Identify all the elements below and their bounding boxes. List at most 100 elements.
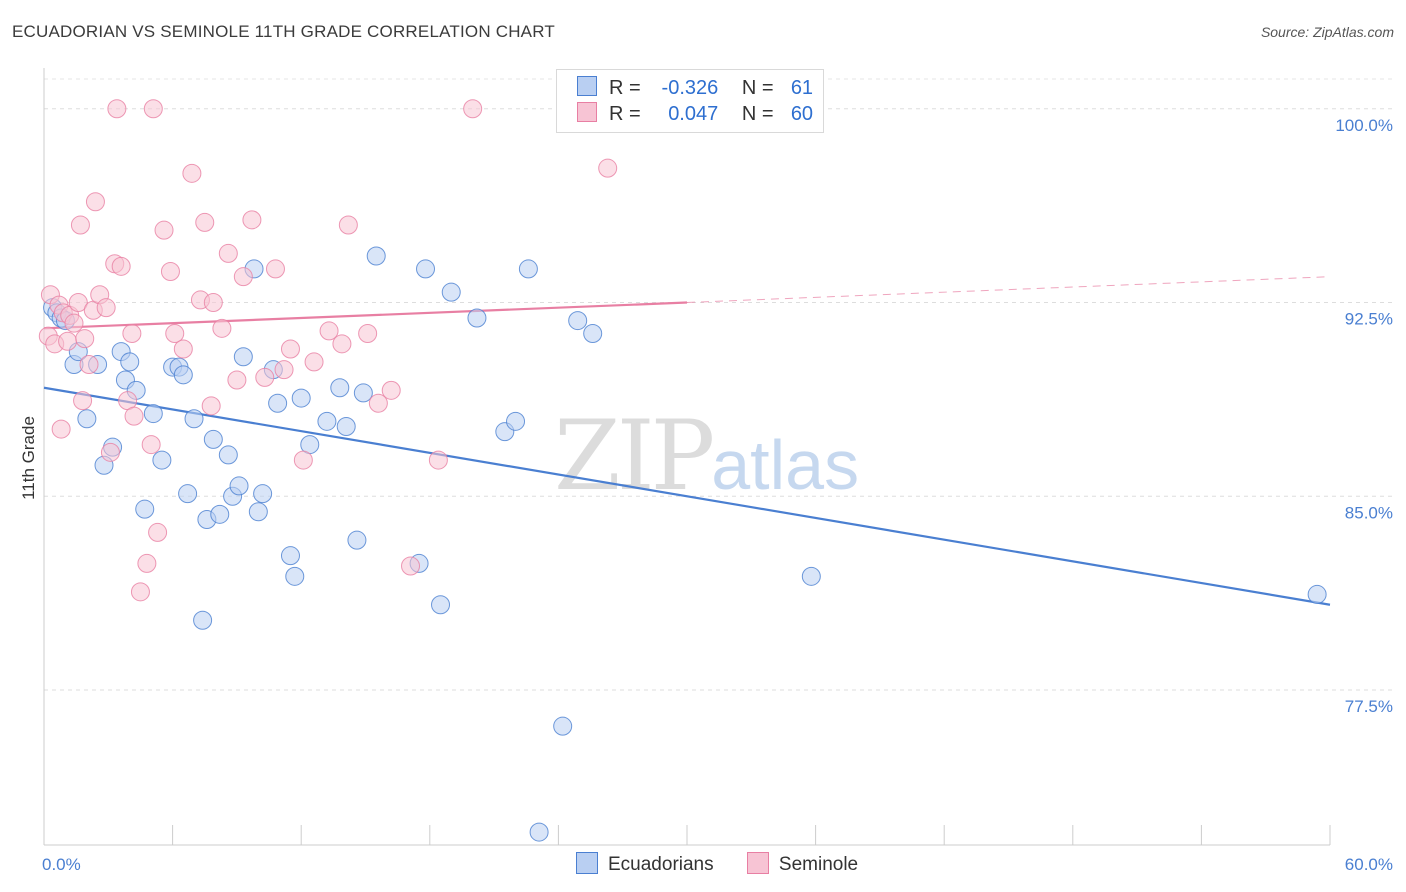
seminole-point [85,192,105,212]
seminole-point [280,339,300,359]
seminole-point [122,324,142,343]
y-tick-label: 92.5% [1345,310,1393,329]
source-credit: Source: ZipAtlas.com [1260,24,1394,40]
seminole-point [58,331,78,351]
ecuadorian-point [248,502,268,522]
trend-lines [43,276,1331,606]
ecuadorian-point [366,246,386,266]
ecuadorian-point [285,566,305,586]
seminole-point [358,324,378,343]
seminole-point [233,267,253,287]
seminole-point [182,163,202,183]
legend-label-ecuadorians: Ecuadorians [608,854,714,875]
y-tick-label: 85.0% [1345,503,1393,522]
seminole-point [73,391,93,411]
seminole-point [75,329,95,349]
seminole-point [195,212,215,232]
seminole-point [165,324,185,343]
ecuadorian-point [467,308,487,328]
data-points [38,99,1327,842]
seminole-point [255,367,275,387]
legend-n-label: N = [741,77,774,99]
y-tick-label: 100.0% [1335,116,1393,135]
seminole-point [107,99,127,119]
ecuadorian-point [330,378,350,398]
legend-swatch-ecuadorians [576,852,598,874]
ecuadorian-point [193,610,213,630]
legend-r-label: R = [609,103,641,125]
ecuadorian-point [336,417,356,436]
legend-swatch-ecuadorians [577,76,597,96]
y-tick-label: 77.5% [1345,697,1393,716]
ecuadorian-point [1307,584,1327,604]
ecuadorian-point [143,404,163,424]
seminole-point [100,442,120,462]
seminole-point [130,582,150,602]
ecuadorian-point [568,311,588,331]
ecuadorian-point [280,546,300,566]
seminole-point [368,393,388,413]
seminole-point [203,293,223,312]
seminole-point [79,355,99,374]
seminole-point [148,522,168,542]
legend-n-value: 61 [790,77,814,99]
seminole-point [319,321,339,341]
seminole-point [381,380,401,400]
seminole-point [141,435,161,455]
seminole-point [201,396,221,416]
seminole-point [154,220,174,240]
seminole-point [143,99,163,119]
seminole-point [64,313,84,333]
legend-row-ecuadorians: R = -0.326 N = 61 [577,76,813,100]
ecuadorian-trend-line [43,386,1331,606]
legend-item-seminole[interactable]: Seminole [746,852,858,876]
seminole-point [137,553,157,573]
seminole-trend-line-extension [686,276,1331,303]
ecuadorian-point [431,595,451,615]
ecuadorian-point [583,324,603,343]
seminole-point [265,259,285,279]
ecuadorian-point [229,476,249,496]
ecuadorian-point [152,450,172,470]
legend-swatch-seminole [577,102,597,122]
axes [43,68,1331,846]
seminole-point [463,99,483,119]
grid-lines [44,78,1392,691]
ecuadorian-point [135,499,155,519]
ecuadorian-point [553,716,573,736]
seminole-point [96,298,116,318]
legend-item-ecuadorians[interactable]: Ecuadorians [576,852,714,876]
ecuadorian-point [506,411,526,431]
seminole-point [51,419,71,439]
seminole-trend-line [43,301,688,330]
legend-r-value: -0.326 [661,77,719,99]
seminole-point [70,215,90,235]
ecuadorian-point [203,429,223,449]
ecuadorian-point [218,445,238,465]
legend-swatch-seminole [746,852,769,874]
ecuadorian-point [233,347,253,367]
seminole-point [68,293,88,312]
seminole-point [274,360,294,380]
ecuadorian-point [77,409,97,429]
legend-n-label: N = [741,103,774,125]
ecuadorian-point [268,393,288,413]
x-tick-label: 0.0% [42,855,81,874]
seminole-point [598,158,618,178]
ecuadorian-point [184,409,204,429]
y-axis-title: 11th Grade [19,416,38,500]
x-tick-label: 60.0% [1345,855,1393,874]
seminole-point [173,339,193,359]
legend-n-value: 60 [790,103,814,125]
seminole-point [227,370,247,390]
seminole-point [428,450,448,470]
seminole-point [111,256,131,276]
legend-r-value: 0.047 [668,103,719,125]
seminole-point [338,215,358,235]
ecuadorian-point [529,822,549,842]
seminole-point [293,450,313,470]
legend-r-label: R = [609,77,641,99]
seminole-point [242,210,262,230]
ecuadorian-point [801,566,821,586]
